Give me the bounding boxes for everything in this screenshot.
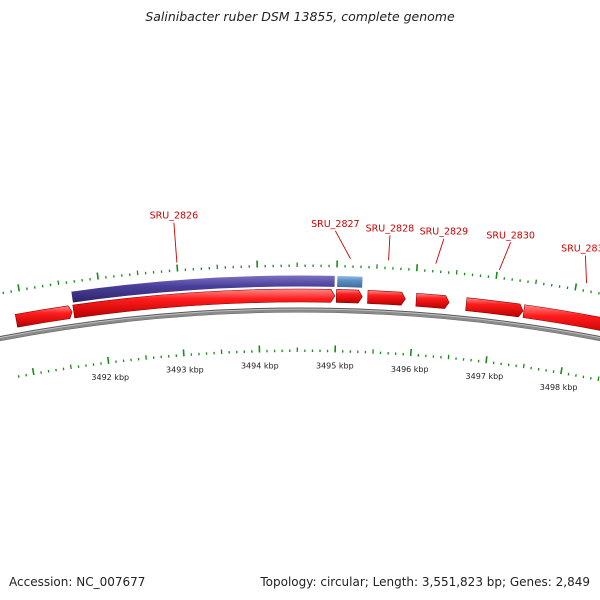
scale-tick [107,356,110,364]
gene-leader-line [334,230,351,259]
gene-arrow-sru_2830 [465,297,524,318]
gene-label: SRU_2829 [420,227,469,238]
gene-leader-line [498,242,512,271]
gene-arrow-sru_2829 [415,292,450,309]
scale-ticks: 3492 kbp 3493 kbp 3494 kbp 3495 kbp 3496 kbp… [2,260,600,392]
scale-tick-label: 3492 kbp [91,373,129,382]
scale-tick [574,283,578,291]
scale-tick [560,367,563,375]
genome-stats-text: Topology: circular; Length: 3,551,823 bp… [260,575,590,589]
scale-tick [415,264,419,272]
backbone-highlight [0,308,600,339]
scale-tick [409,348,412,357]
gene-leader-line [435,238,445,264]
scale-tick-label: 3496 kbp [391,365,429,374]
scale-tick [176,264,179,272]
gene-label: SRU_2826 [150,211,199,222]
gene-arrow-sru_2826 [72,288,336,319]
gene-label: SRU_2830 [486,230,535,241]
gene-arrow-partial [14,305,73,328]
scale-tick [17,284,21,292]
scale-tick [535,279,538,285]
scale-tick [182,349,185,357]
scale-tick [31,368,35,376]
scale-tick [485,356,488,364]
inner-scale-ring [17,345,600,382]
gene-label: SRU_2827 [311,219,360,230]
scale-tick [495,271,498,279]
gene-leader-line [388,235,391,261]
gene-leader-line [584,255,587,284]
gene-leader-line [173,222,178,263]
gene-track [14,288,600,331]
gene-arrow-sru_2828 [367,290,406,306]
scale-tick [522,363,525,369]
feature-block [70,274,336,304]
feature-block [336,274,364,289]
outer-scale-ring [2,260,600,295]
scale-tick-label: 3493 kbp [166,365,204,374]
scale-tick-label: 3495 kbp [316,361,354,370]
scale-tick-label: 3494 kbp [241,362,279,371]
scale-tick [69,364,72,370]
scale-tick-label: 3498 kbp [540,383,578,392]
scale-tick-label: 3497 kbp [466,372,504,381]
feature-track [70,274,364,304]
gene-label: SRU_2831 [561,244,600,255]
backbone-line [0,309,600,341]
scale-tick [96,272,99,280]
accession-text: Accession: NC_007677 [9,575,146,589]
gene-arrow-sru_2827 [335,289,363,304]
genome-backbone [0,307,600,342]
scale-tick [597,376,600,382]
genome-title: Salinibacter ruber DSM 13855, complete g… [145,9,455,24]
gene-arrow-sru_2831 [522,304,600,331]
gene-labels: SRU_2826 SRU_2827 SRU_2828 SRU_2829 SRU_2830… [150,211,600,284]
gene-label: SRU_2828 [366,223,415,234]
scale-tick [57,280,60,286]
backbone-outline [0,307,600,342]
